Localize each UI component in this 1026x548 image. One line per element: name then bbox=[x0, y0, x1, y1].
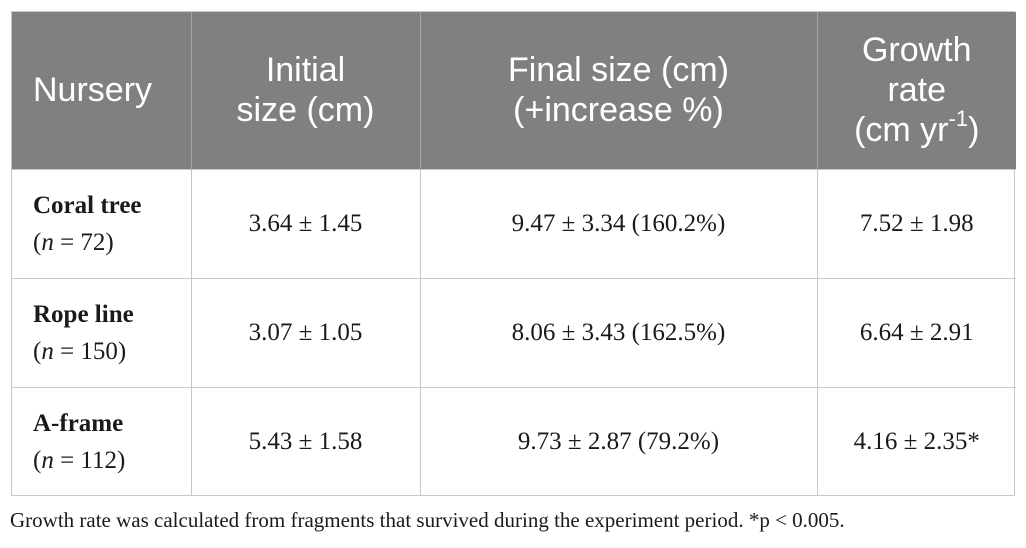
data-table-container: Nursery Initial size (cm) Final size (cm… bbox=[11, 11, 1016, 496]
cell-initial-size: 5.43 ± 1.58 bbox=[190, 386, 420, 496]
header-row: Nursery Initial size (cm) Final size (cm… bbox=[12, 12, 1016, 169]
cell-final-size: 8.06 ± 3.43 (162.5%) bbox=[419, 277, 817, 387]
table-body: Coral tree (n = 72) 3.64 ± 1.45 9.47 ± 3… bbox=[12, 168, 1016, 496]
table-row: Coral tree (n = 72) 3.64 ± 1.45 9.47 ± 3… bbox=[12, 168, 1016, 278]
nursery-growth-table: Nursery Initial size (cm) Final size (cm… bbox=[12, 12, 1016, 496]
cell-nursery: Rope line (n = 150) bbox=[12, 277, 191, 387]
cell-initial-size: 3.07 ± 1.05 bbox=[190, 277, 420, 387]
cell-growth-rate: 6.64 ± 2.91 bbox=[816, 277, 1016, 387]
header-growth-line3: (cm yr-1) bbox=[824, 107, 1011, 150]
header-growth-line1: Growth bbox=[861, 31, 972, 70]
header-nursery: Nursery bbox=[12, 12, 191, 169]
sample-size-symbol: n bbox=[41, 337, 54, 365]
header-growth-unit-suffix: ) bbox=[968, 111, 980, 150]
nursery-name: Rope line bbox=[33, 300, 134, 328]
cell-initial-size: 3.64 ± 1.45 bbox=[190, 168, 420, 278]
sample-size: (n = 112) bbox=[33, 446, 126, 474]
cell-nursery: Coral tree (n = 72) bbox=[12, 168, 191, 278]
sample-size-symbol: n bbox=[41, 446, 54, 474]
sample-size-value: = 150) bbox=[53, 337, 127, 365]
nursery-name: Coral tree bbox=[33, 191, 142, 219]
cell-growth-rate: 4.16 ± 2.35* bbox=[816, 386, 1016, 496]
header-final-size: Final size (cm) (+increase %) bbox=[419, 12, 817, 169]
cell-nursery: A-frame (n = 112) bbox=[12, 386, 191, 496]
header-initial-line1: Initial bbox=[265, 51, 346, 90]
nursery-name: A-frame bbox=[33, 409, 124, 437]
header-growth-line2: rate bbox=[887, 71, 947, 110]
sample-size-value: = 112) bbox=[53, 446, 126, 474]
header-final-line2: (+increase %) bbox=[513, 91, 724, 130]
table-footnote: Growth rate was calculated from fragment… bbox=[10, 508, 845, 532]
header-initial-line2: size (cm) bbox=[236, 91, 375, 130]
header-growth-rate: Growth rate (cm yr-1) bbox=[816, 12, 1016, 169]
header-nursery-label: Nursery bbox=[33, 71, 153, 110]
table-row: Rope line (n = 150) 3.07 ± 1.05 8.06 ± 3… bbox=[12, 277, 1016, 387]
sample-size: (n = 72) bbox=[33, 228, 114, 256]
sample-size-value: = 72) bbox=[53, 228, 114, 256]
table-header: Nursery Initial size (cm) Final size (cm… bbox=[12, 12, 1016, 169]
table-row: A-frame (n = 112) 5.43 ± 1.58 9.73 ± 2.8… bbox=[12, 386, 1016, 496]
sample-size: (n = 150) bbox=[33, 337, 127, 365]
cell-growth-rate: 7.52 ± 1.98 bbox=[816, 168, 1016, 278]
header-growth-unit-prefix: (cm yr bbox=[854, 111, 949, 150]
header-final-line1: Final size (cm) bbox=[507, 51, 730, 90]
cell-final-size: 9.47 ± 3.34 (160.2%) bbox=[419, 168, 817, 278]
cell-final-size: 9.73 ± 2.87 (79.2%) bbox=[419, 386, 817, 496]
header-growth-unit-exponent: -1 bbox=[948, 105, 969, 131]
header-initial-size: Initial size (cm) bbox=[190, 12, 420, 169]
sample-size-symbol: n bbox=[41, 228, 54, 256]
